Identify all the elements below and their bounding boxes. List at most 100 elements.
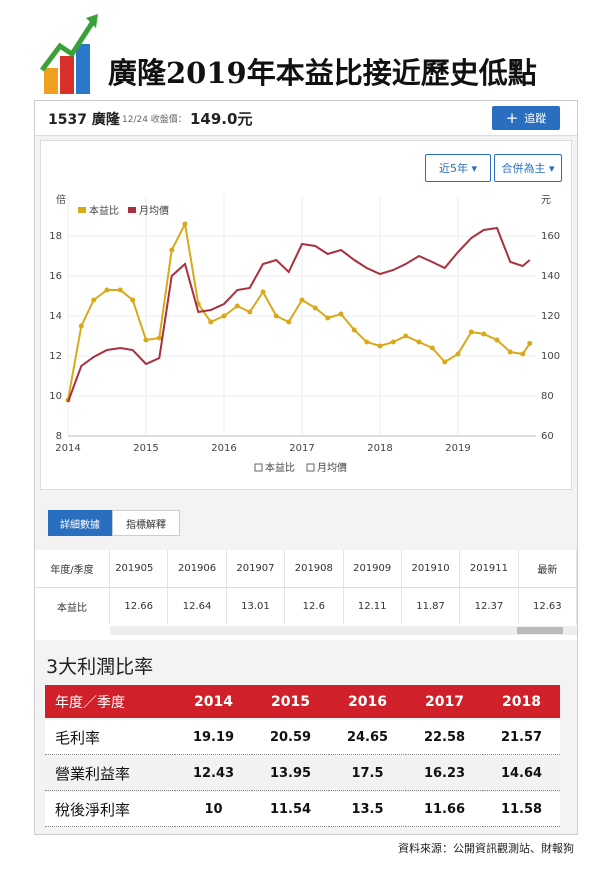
y2-axis-label: 元 xyxy=(541,195,551,206)
point xyxy=(117,287,123,293)
ratio-cell: 17.5 xyxy=(329,756,406,791)
scrollbar[interactable] xyxy=(110,626,577,635)
point xyxy=(208,319,214,325)
ratio-cell: 13.5 xyxy=(329,792,406,827)
ratio-header: 2017 xyxy=(406,685,483,718)
ratio-cell: 12.43 xyxy=(175,756,252,791)
point xyxy=(312,305,318,311)
point xyxy=(390,339,396,345)
table-cell: 12.11 xyxy=(344,588,402,624)
source-note: 資料來源：公開資訊觀測站、財報狗 xyxy=(398,842,574,855)
legend-label: 月均價 xyxy=(139,204,169,217)
follow-label: 追蹤 xyxy=(524,112,547,125)
ratio-header: 2015 xyxy=(252,685,329,718)
range-dropdown[interactable]: 近5年 ▾ xyxy=(425,154,491,182)
legend-checkbox xyxy=(306,463,315,472)
table-cell: 13.01 xyxy=(227,588,286,624)
chart: 倍 元 8 10 12 14 16 18 60 80 100 120 140 160 2014 2015 201… xyxy=(49,193,560,474)
series-line xyxy=(67,226,531,403)
y2-tick-label: 140 xyxy=(541,271,560,282)
point xyxy=(260,289,266,295)
point xyxy=(169,247,175,253)
ratio-cell: 13.95 xyxy=(252,756,329,791)
table-header: 201911 xyxy=(460,550,519,588)
table-header: 201910 xyxy=(401,550,461,588)
ratio-cell: 20.59 xyxy=(252,720,329,755)
point xyxy=(156,335,162,341)
table-header: 201905 xyxy=(110,550,169,588)
table-header: 201908 xyxy=(285,550,344,588)
data-table: 年度/季度 201905 201906 201907 201908 201909 20191… xyxy=(35,550,577,640)
close-label: 12/24 收盤價： xyxy=(122,115,187,125)
point xyxy=(455,351,461,357)
y-tick-label: 16 xyxy=(49,271,62,282)
table-cell: 12.63 xyxy=(519,588,577,624)
table-cell: 12.66 xyxy=(110,588,169,624)
ratio-cell: 16.23 xyxy=(406,756,483,791)
x-tick-label: 2016 xyxy=(211,443,236,454)
ratio-header: 2016 xyxy=(329,685,406,718)
tab[interactable]: 詳細數據 xyxy=(48,510,112,536)
y2-tick-label: 60 xyxy=(541,431,554,442)
table-cell: 12.6 xyxy=(285,588,344,624)
point xyxy=(481,331,487,337)
point xyxy=(78,323,84,329)
y-tick-label: 10 xyxy=(49,391,62,402)
y-tick-label: 8 xyxy=(56,431,62,442)
table-header: 最新 xyxy=(518,550,577,588)
ratio-cell: 稅後淨利率 xyxy=(45,792,175,827)
point xyxy=(338,311,344,317)
table-header: 年度/季度 xyxy=(35,550,110,588)
y-axis-label: 倍 xyxy=(56,193,66,206)
y2-tick-label: 120 xyxy=(541,311,560,322)
x-tick-label: 2019 xyxy=(445,443,470,454)
ratio-cell: 22.58 xyxy=(406,720,483,755)
x-tick-label: 2017 xyxy=(289,443,314,454)
x-tick-label: 2014 xyxy=(55,443,80,454)
point xyxy=(494,337,500,343)
point xyxy=(221,313,227,319)
table-header: 201909 xyxy=(343,550,402,588)
follow-button[interactable]: + 追蹤 xyxy=(492,106,560,130)
page-title: 廣隆2019年本益比接近歷史低點 xyxy=(108,56,537,90)
ratio-cell: 11.54 xyxy=(252,792,329,827)
legend-toggle-label: 月均價 xyxy=(317,461,347,474)
point xyxy=(234,303,240,309)
scroll-thumb[interactable] xyxy=(517,627,563,634)
point xyxy=(416,339,422,345)
point xyxy=(130,297,136,303)
basis-dropdown[interactable]: 合併為主 ▾ xyxy=(494,154,562,182)
y2-tick-label: 80 xyxy=(541,391,554,402)
ratio-cell: 19.19 xyxy=(175,720,252,755)
ratio-cell: 10 xyxy=(175,792,252,827)
point xyxy=(527,340,533,346)
ratio-cell: 14.64 xyxy=(483,756,560,791)
table-header: 201907 xyxy=(226,550,286,588)
logo-icon xyxy=(40,14,98,94)
ratio-cell: 營業利益率 xyxy=(45,756,175,791)
y2-tick-label: 100 xyxy=(541,351,560,362)
table-cell: 本益比 xyxy=(35,588,110,624)
y2-tick-label: 160 xyxy=(541,231,560,242)
close-price: 149.0元 xyxy=(190,110,253,128)
x-tick-label: 2015 xyxy=(133,443,158,454)
legend-checkbox xyxy=(254,463,263,472)
point xyxy=(364,339,370,345)
table-cell: 11.87 xyxy=(402,588,461,624)
table-header: 201906 xyxy=(168,550,227,588)
point xyxy=(247,309,253,315)
legend-toggle-label: 本益比 xyxy=(265,461,295,474)
section-title: 3大利潤比率 xyxy=(46,656,154,678)
point xyxy=(377,343,383,349)
ratio-header: 年度／季度 xyxy=(45,685,175,718)
ratio-cell: 11.66 xyxy=(406,792,483,827)
chart-card xyxy=(40,140,572,490)
point xyxy=(520,351,526,357)
legend-swatch xyxy=(78,207,86,213)
range-label: 近5年 xyxy=(438,162,468,175)
ratio-cell: 毛利率 xyxy=(45,720,175,755)
stock-code: 1537 廣隆 xyxy=(48,112,120,128)
tab[interactable]: 指標解釋 xyxy=(112,510,180,536)
ratio-cell: 11.58 xyxy=(483,792,560,827)
